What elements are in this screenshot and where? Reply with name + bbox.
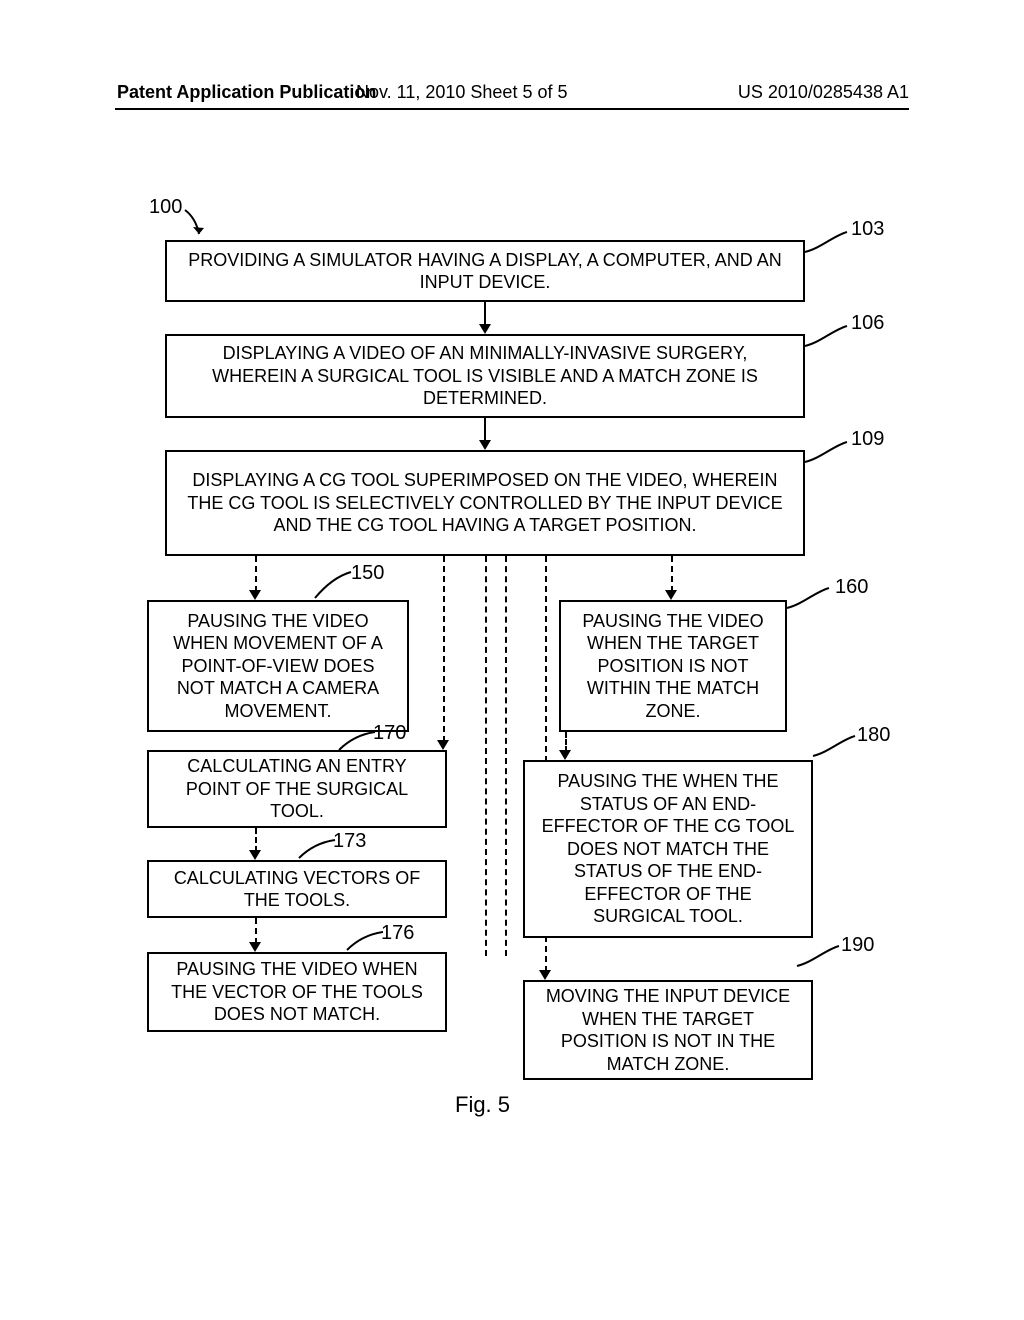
box-173: CALCULATING VECTORS OF THE TOOLS. xyxy=(147,860,447,918)
box-173-text: CALCULATING VECTORS OF THE TOOLS. xyxy=(165,867,429,912)
arrow-106-109-head-icon xyxy=(479,440,491,450)
box-106: DISPLAYING A VIDEO OF AN MINIMALLY-INVAS… xyxy=(165,334,805,418)
ref-160: 160 xyxy=(835,576,868,599)
dash-109-160-head-icon xyxy=(665,590,677,600)
box-160-text: PAUSING THE VIDEO WHEN THE TARGET POSITI… xyxy=(577,610,769,723)
dash-170-173-head-icon xyxy=(249,850,261,860)
box-150: PAUSING THE VIDEO WHEN MOVEMENT OF A POI… xyxy=(147,600,409,732)
figure-label: Fig. 5 xyxy=(455,1092,510,1118)
ref-100-leader-icon xyxy=(175,204,215,244)
dash-109-190-head-icon xyxy=(539,970,551,980)
dash-109-center2b xyxy=(505,556,507,956)
ref-170: 170 xyxy=(373,722,406,745)
box-109-text: DISPLAYING A CG TOOL SUPERIMPOSED ON THE… xyxy=(183,469,787,537)
header-left: Patent Application Publication xyxy=(117,82,376,103)
box-170: CALCULATING AN ENTRY POINT OF THE SURGIC… xyxy=(147,750,447,828)
box-103-text: PROVIDING A SIMULATOR HAVING A DISPLAY, … xyxy=(183,249,787,294)
box-106-text: DISPLAYING A VIDEO OF AN MINIMALLY-INVAS… xyxy=(183,342,787,410)
ref-180: 180 xyxy=(857,724,890,747)
dash-173-176-head-icon xyxy=(249,942,261,952)
box-190-text: MOVING THE INPUT DEVICE WHEN THE TARGET … xyxy=(541,985,795,1075)
dash-109-150 xyxy=(255,556,257,592)
dash-180-lead xyxy=(565,732,567,752)
box-160: PAUSING THE VIDEO WHEN THE TARGET POSITI… xyxy=(559,600,787,732)
dash-173-176 xyxy=(255,918,257,944)
ref-106: 106 xyxy=(851,312,884,335)
dash-109-150-head-icon xyxy=(249,590,261,600)
box-150-text: PAUSING THE VIDEO WHEN MOVEMENT OF A POI… xyxy=(165,610,391,723)
dash-109-center1 xyxy=(443,556,445,742)
box-180: PAUSING THE WHEN THE STATUS OF AN END-EF… xyxy=(523,760,813,938)
header-pubno: US 2010/0285438 A1 xyxy=(738,82,909,103)
ref-176: 176 xyxy=(381,922,414,945)
arrow-103-106 xyxy=(484,302,486,326)
header-rule xyxy=(115,108,909,110)
dash-109-160 xyxy=(671,556,673,592)
arrow-103-106-head-icon xyxy=(479,324,491,334)
ref-103: 103 xyxy=(851,218,884,241)
ref-109: 109 xyxy=(851,428,884,451)
box-176: PAUSING THE VIDEO WHEN THE VECTOR OF THE… xyxy=(147,952,447,1032)
box-109: DISPLAYING A CG TOOL SUPERIMPOSED ON THE… xyxy=(165,450,805,556)
arrow-106-109 xyxy=(484,418,486,442)
ref-150-leader-icon xyxy=(311,568,355,602)
ref-150: 150 xyxy=(351,562,384,585)
box-180-text: PAUSING THE WHEN THE STATUS OF AN END-EF… xyxy=(541,770,795,928)
flowchart: 100 PROVIDING A SIMULATOR HAVING A DISPL… xyxy=(115,190,909,1190)
ref-190: 190 xyxy=(841,934,874,957)
box-176-text: PAUSING THE VIDEO WHEN THE VECTOR OF THE… xyxy=(165,958,429,1026)
page: Patent Application Publication Nov. 11, … xyxy=(0,0,1024,1320)
ref-173: 173 xyxy=(333,830,366,853)
box-103: PROVIDING A SIMULATOR HAVING A DISPLAY, … xyxy=(165,240,805,302)
dash-109-center1-head-icon xyxy=(437,740,449,750)
dash-109-center2a xyxy=(485,556,487,956)
box-170-text: CALCULATING AN ENTRY POINT OF THE SURGIC… xyxy=(165,755,429,823)
box-190: MOVING THE INPUT DEVICE WHEN THE TARGET … xyxy=(523,980,813,1080)
header-middle: Nov. 11, 2010 Sheet 5 of 5 xyxy=(356,82,567,103)
dash-170-173 xyxy=(255,828,257,852)
